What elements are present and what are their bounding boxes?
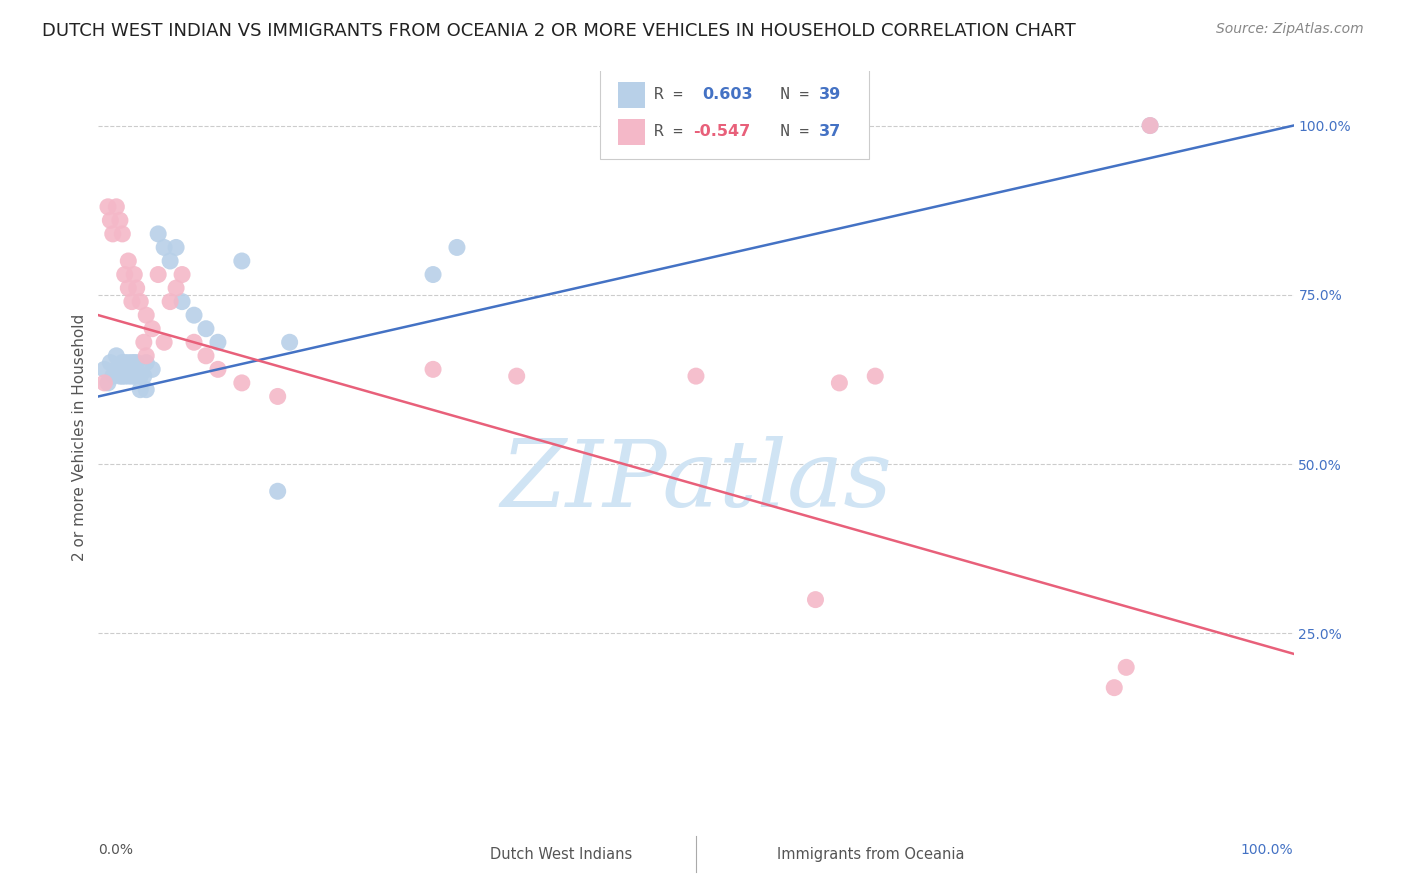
- Point: [148, 227, 170, 241]
- Point: [121, 369, 143, 384]
- Point: [183, 335, 205, 350]
- Point: [98, 355, 122, 369]
- Point: [114, 369, 136, 384]
- Point: [422, 268, 444, 282]
- Point: [105, 349, 128, 363]
- Point: [135, 383, 157, 397]
- FancyBboxPatch shape: [619, 120, 644, 145]
- Point: [172, 294, 194, 309]
- Point: [1104, 681, 1126, 695]
- Point: [195, 349, 218, 363]
- Text: DUTCH WEST INDIAN VS IMMIGRANTS FROM OCEANIA 2 OR MORE VEHICLES IN HOUSEHOLD COR: DUTCH WEST INDIAN VS IMMIGRANTS FROM OCE…: [42, 22, 1076, 40]
- Point: [124, 369, 146, 384]
- Text: -0.547: -0.547: [693, 124, 751, 139]
- FancyBboxPatch shape: [744, 846, 770, 863]
- Point: [153, 335, 176, 350]
- Point: [685, 369, 707, 384]
- Text: ZIPatlas: ZIPatlas: [501, 436, 891, 526]
- Point: [114, 268, 136, 282]
- Point: [865, 369, 887, 384]
- Point: [506, 369, 529, 384]
- Point: [207, 335, 229, 350]
- Point: [267, 484, 290, 499]
- Point: [135, 308, 157, 322]
- Point: [153, 240, 176, 254]
- Point: [165, 281, 187, 295]
- Point: [172, 268, 194, 282]
- FancyBboxPatch shape: [457, 846, 484, 863]
- Point: [111, 355, 134, 369]
- Point: [129, 383, 152, 397]
- Text: 39: 39: [820, 87, 841, 103]
- Point: [97, 376, 120, 390]
- Point: [135, 355, 157, 369]
- Point: [114, 355, 136, 369]
- FancyBboxPatch shape: [600, 68, 869, 159]
- Point: [111, 227, 134, 241]
- Text: R =: R =: [654, 124, 693, 139]
- Point: [183, 308, 205, 322]
- Point: [124, 268, 146, 282]
- Point: [93, 376, 115, 390]
- Point: [129, 369, 152, 384]
- Point: [159, 294, 181, 309]
- Point: [1139, 119, 1161, 133]
- Point: [117, 369, 139, 384]
- Point: [195, 322, 218, 336]
- Text: Dutch West Indians: Dutch West Indians: [491, 847, 633, 862]
- Point: [135, 349, 157, 363]
- Point: [141, 322, 163, 336]
- Point: [121, 355, 143, 369]
- Text: Immigrants from Oceania: Immigrants from Oceania: [778, 847, 965, 862]
- Point: [121, 294, 143, 309]
- Text: 100.0%: 100.0%: [1241, 843, 1294, 857]
- Point: [125, 355, 148, 369]
- Text: N =: N =: [761, 87, 818, 103]
- Point: [117, 254, 139, 268]
- Text: Source: ZipAtlas.com: Source: ZipAtlas.com: [1216, 22, 1364, 37]
- Point: [207, 362, 229, 376]
- Text: 0.603: 0.603: [702, 87, 752, 103]
- Text: R =: R =: [654, 87, 702, 103]
- Point: [108, 369, 131, 384]
- Point: [804, 119, 827, 133]
- Point: [1115, 660, 1137, 674]
- Point: [117, 355, 139, 369]
- Point: [804, 592, 827, 607]
- Point: [97, 200, 120, 214]
- Point: [129, 294, 152, 309]
- Text: 37: 37: [820, 124, 841, 139]
- Point: [101, 227, 124, 241]
- Point: [101, 369, 124, 384]
- Point: [828, 376, 851, 390]
- Point: [446, 240, 468, 254]
- Point: [124, 355, 146, 369]
- Point: [141, 362, 163, 376]
- Point: [125, 281, 148, 295]
- Point: [1139, 119, 1161, 133]
- Point: [165, 240, 187, 254]
- Point: [278, 335, 301, 350]
- Point: [132, 335, 155, 350]
- Text: 0.0%: 0.0%: [98, 843, 134, 857]
- Point: [159, 254, 181, 268]
- Point: [111, 369, 134, 384]
- Point: [148, 268, 170, 282]
- Point: [105, 362, 128, 376]
- Point: [267, 389, 290, 403]
- Point: [105, 200, 128, 214]
- Point: [231, 254, 253, 268]
- Point: [231, 376, 253, 390]
- Text: N =: N =: [761, 124, 818, 139]
- Point: [117, 281, 139, 295]
- Point: [422, 362, 444, 376]
- Point: [132, 369, 155, 384]
- Point: [108, 213, 131, 227]
- Point: [93, 362, 115, 376]
- Point: [98, 213, 122, 227]
- Y-axis label: 2 or more Vehicles in Household: 2 or more Vehicles in Household: [72, 313, 87, 561]
- FancyBboxPatch shape: [619, 82, 644, 108]
